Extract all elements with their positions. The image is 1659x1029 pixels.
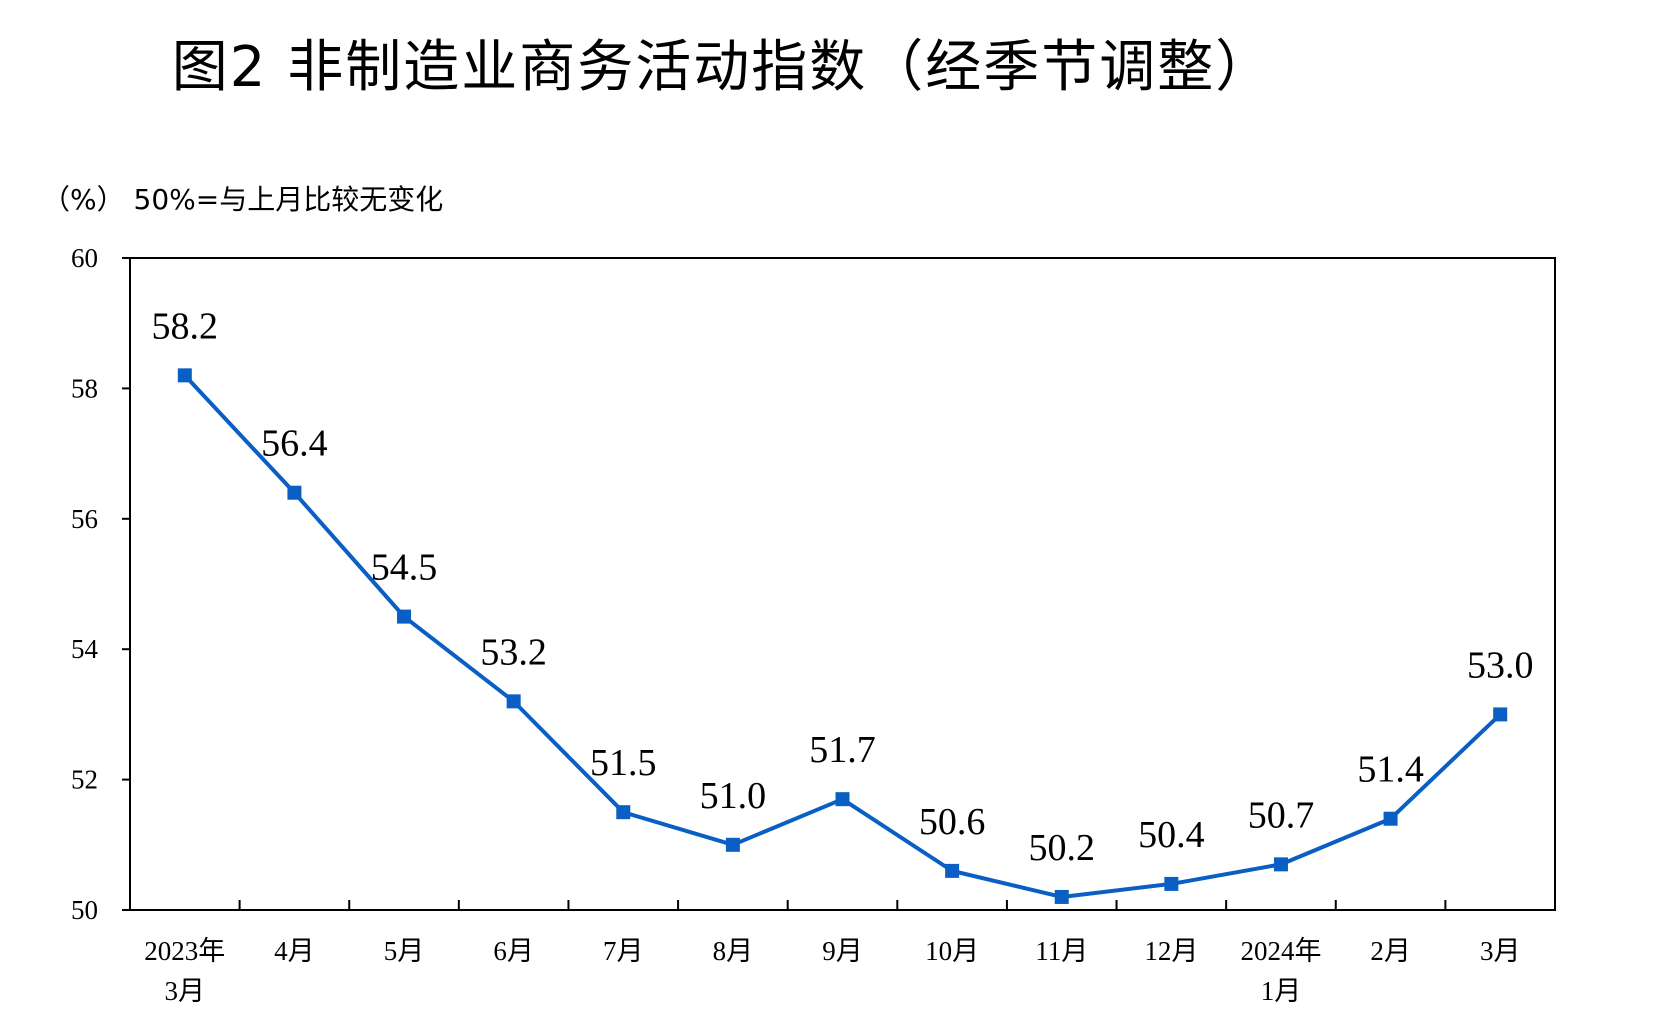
data-label: 50.4 (1138, 814, 1205, 856)
data-label: 51.7 (809, 729, 876, 771)
data-label: 53.2 (480, 631, 547, 673)
x-tick-label: 6月 (493, 936, 534, 966)
y-tick-label: 50 (71, 895, 98, 925)
y-tick-label: 60 (71, 243, 98, 273)
x-tick-label: 1月 (1261, 976, 1302, 1006)
data-point (1273, 857, 1288, 872)
chart-title: 图2 非制造业商务活动指数（经季节调整） (171, 35, 1274, 100)
data-label: 51.4 (1357, 749, 1424, 791)
data-label: 58.2 (152, 305, 219, 347)
data-point (177, 368, 192, 383)
data-point (1493, 707, 1508, 722)
data-point (1383, 811, 1398, 826)
data-label: 53.0 (1467, 644, 1534, 686)
x-tick-label: 9月 (822, 936, 863, 966)
x-tick-label: 8月 (713, 936, 754, 966)
data-point (397, 609, 412, 624)
x-tick-label: 11月 (1035, 936, 1088, 966)
y-tick-label: 56 (71, 504, 98, 534)
data-point (287, 485, 302, 500)
x-tick-label: 3月 (165, 976, 206, 1006)
x-tick-label: 12月 (1144, 936, 1198, 966)
x-tick-label: 2024年 (1240, 936, 1321, 966)
data-point (725, 837, 740, 852)
data-label: 50.6 (919, 801, 986, 843)
data-label: 50.2 (1028, 827, 1095, 869)
data-label: 51.5 (590, 742, 657, 784)
data-point (945, 863, 960, 878)
data-point (835, 792, 850, 807)
data-point (1054, 889, 1069, 904)
x-tick-label: 4月 (274, 936, 315, 966)
x-tick-label: 7月 (603, 936, 644, 966)
plot-frame (129, 257, 1556, 911)
x-tick-label: 10月 (925, 936, 979, 966)
x-tick-label: 2月 (1370, 936, 1411, 966)
y-tick-label: 54 (71, 634, 99, 664)
x-tick-label: 2023年 (144, 936, 225, 966)
data-label: 51.0 (700, 775, 767, 817)
data-point (1164, 876, 1179, 891)
data-label: 56.4 (261, 423, 328, 465)
data-point (616, 805, 631, 820)
y-unit-note: （%） 50%=与上月比较无变化 (42, 183, 444, 216)
data-point (506, 694, 521, 709)
x-tick-label: 3月 (1480, 936, 1521, 966)
data-label: 50.7 (1248, 794, 1315, 836)
x-tick-label: 5月 (384, 936, 425, 966)
data-label: 54.5 (371, 547, 438, 589)
y-tick-label: 58 (71, 373, 98, 403)
y-tick-label: 52 (71, 765, 98, 795)
